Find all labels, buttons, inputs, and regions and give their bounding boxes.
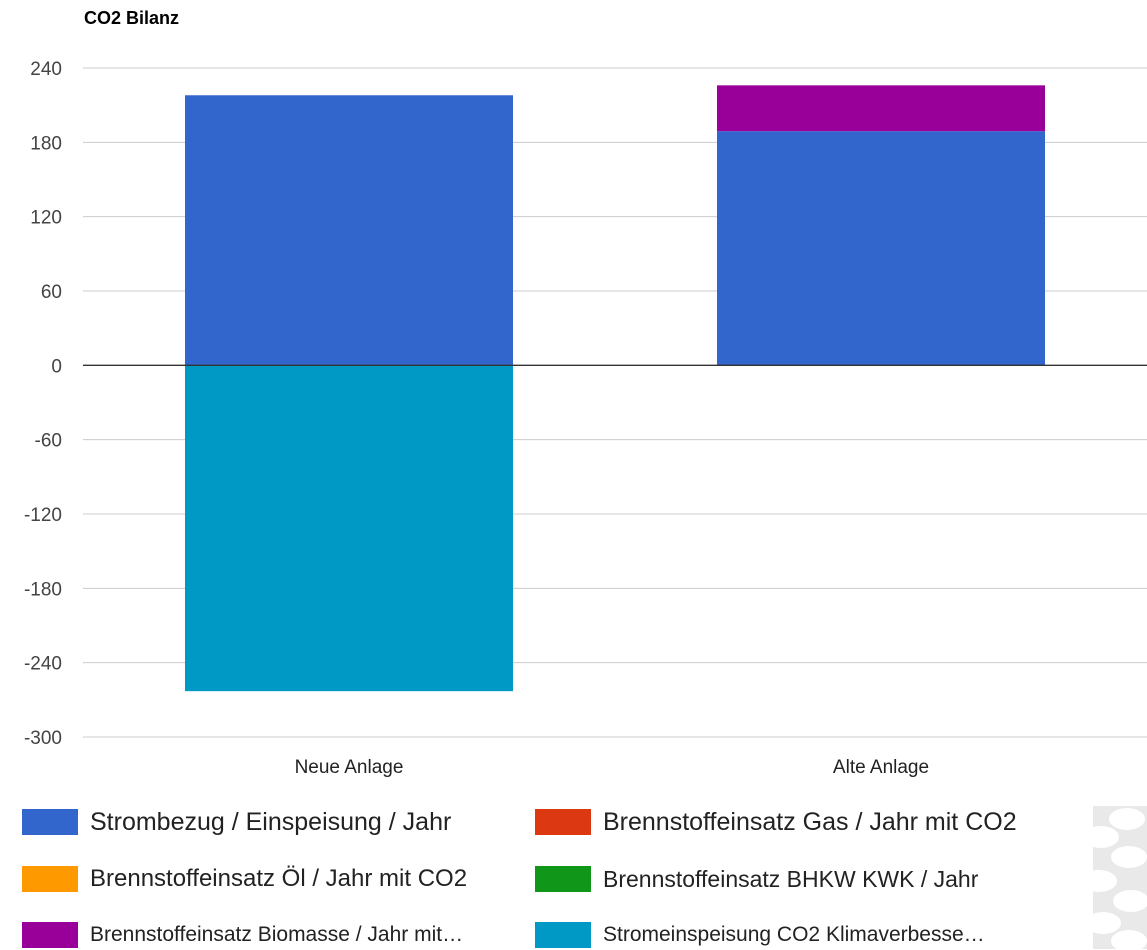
legend-item[interactable]: Strombezug / Einspeisung / Jahr xyxy=(22,807,522,837)
legend-item[interactable]: Brennstoffeinsatz Gas / Jahr mit CO2 xyxy=(535,807,1095,837)
legend-swatch xyxy=(22,809,78,835)
y-tick-label: 180 xyxy=(30,133,62,154)
bar-segment[interactable] xyxy=(717,85,1045,132)
legend-item[interactable]: Brennstoffeinsatz Biomasse / Jahr mit… xyxy=(22,920,522,950)
y-tick-label: -300 xyxy=(24,728,62,749)
y-tick-label: -120 xyxy=(24,505,62,526)
y-tick-label: -60 xyxy=(35,431,62,452)
legend-swatch xyxy=(535,922,591,948)
y-tick-label: 120 xyxy=(30,208,62,229)
legend-label: Brennstoffeinsatz BHKW KWK / Jahr xyxy=(603,865,979,892)
legend-label: Strombezug / Einspeisung / Jahr xyxy=(90,807,452,836)
legend-label: Brennstoffeinsatz Gas / Jahr mit CO2 xyxy=(603,807,1017,836)
bars xyxy=(185,85,1045,692)
decorative-pattern xyxy=(1093,806,1147,949)
y-tick-label: -240 xyxy=(24,654,62,675)
x-category-label: Alte Anlage xyxy=(833,757,929,778)
legend-label: Brennstoffeinsatz Biomasse / Jahr mit… xyxy=(90,923,464,946)
y-tick-label: -180 xyxy=(24,579,62,600)
legend-label: Stromeinspeisung CO2 Klimaverbesse… xyxy=(603,923,985,946)
bar-segment[interactable] xyxy=(185,365,513,692)
axes: 240 180 120 60 0 -60 -120 -180 -240 -300 Neue Anla… xyxy=(24,59,1147,778)
legend-item[interactable]: Brennstoffeinsatz BHKW KWK / Jahr xyxy=(535,864,1095,894)
y-tick-label: 0 xyxy=(51,356,62,377)
bar-segment[interactable] xyxy=(185,95,513,366)
x-category-label: Neue Anlage xyxy=(295,757,404,778)
legend-label: Brennstoffeinsatz Öl / Jahr mit CO2 xyxy=(90,865,468,892)
bar-segment[interactable] xyxy=(717,131,1045,366)
legend-swatch xyxy=(535,809,591,835)
legend-swatch xyxy=(22,866,78,892)
chart-title: CO2 Bilanz xyxy=(84,8,180,28)
chart-plot: 240 180 120 60 0 -60 -120 -180 -240 -300 Neue Anla… xyxy=(24,59,1147,778)
y-tick-label: 60 xyxy=(41,282,62,303)
legend-item[interactable]: Stromeinspeisung CO2 Klimaverbesse… xyxy=(535,920,1095,950)
legend-swatch xyxy=(22,922,78,948)
legend-item[interactable]: Brennstoffeinsatz Öl / Jahr mit CO2 xyxy=(22,864,522,894)
legend-swatch xyxy=(535,866,591,892)
y-tick-label: 240 xyxy=(30,59,62,80)
